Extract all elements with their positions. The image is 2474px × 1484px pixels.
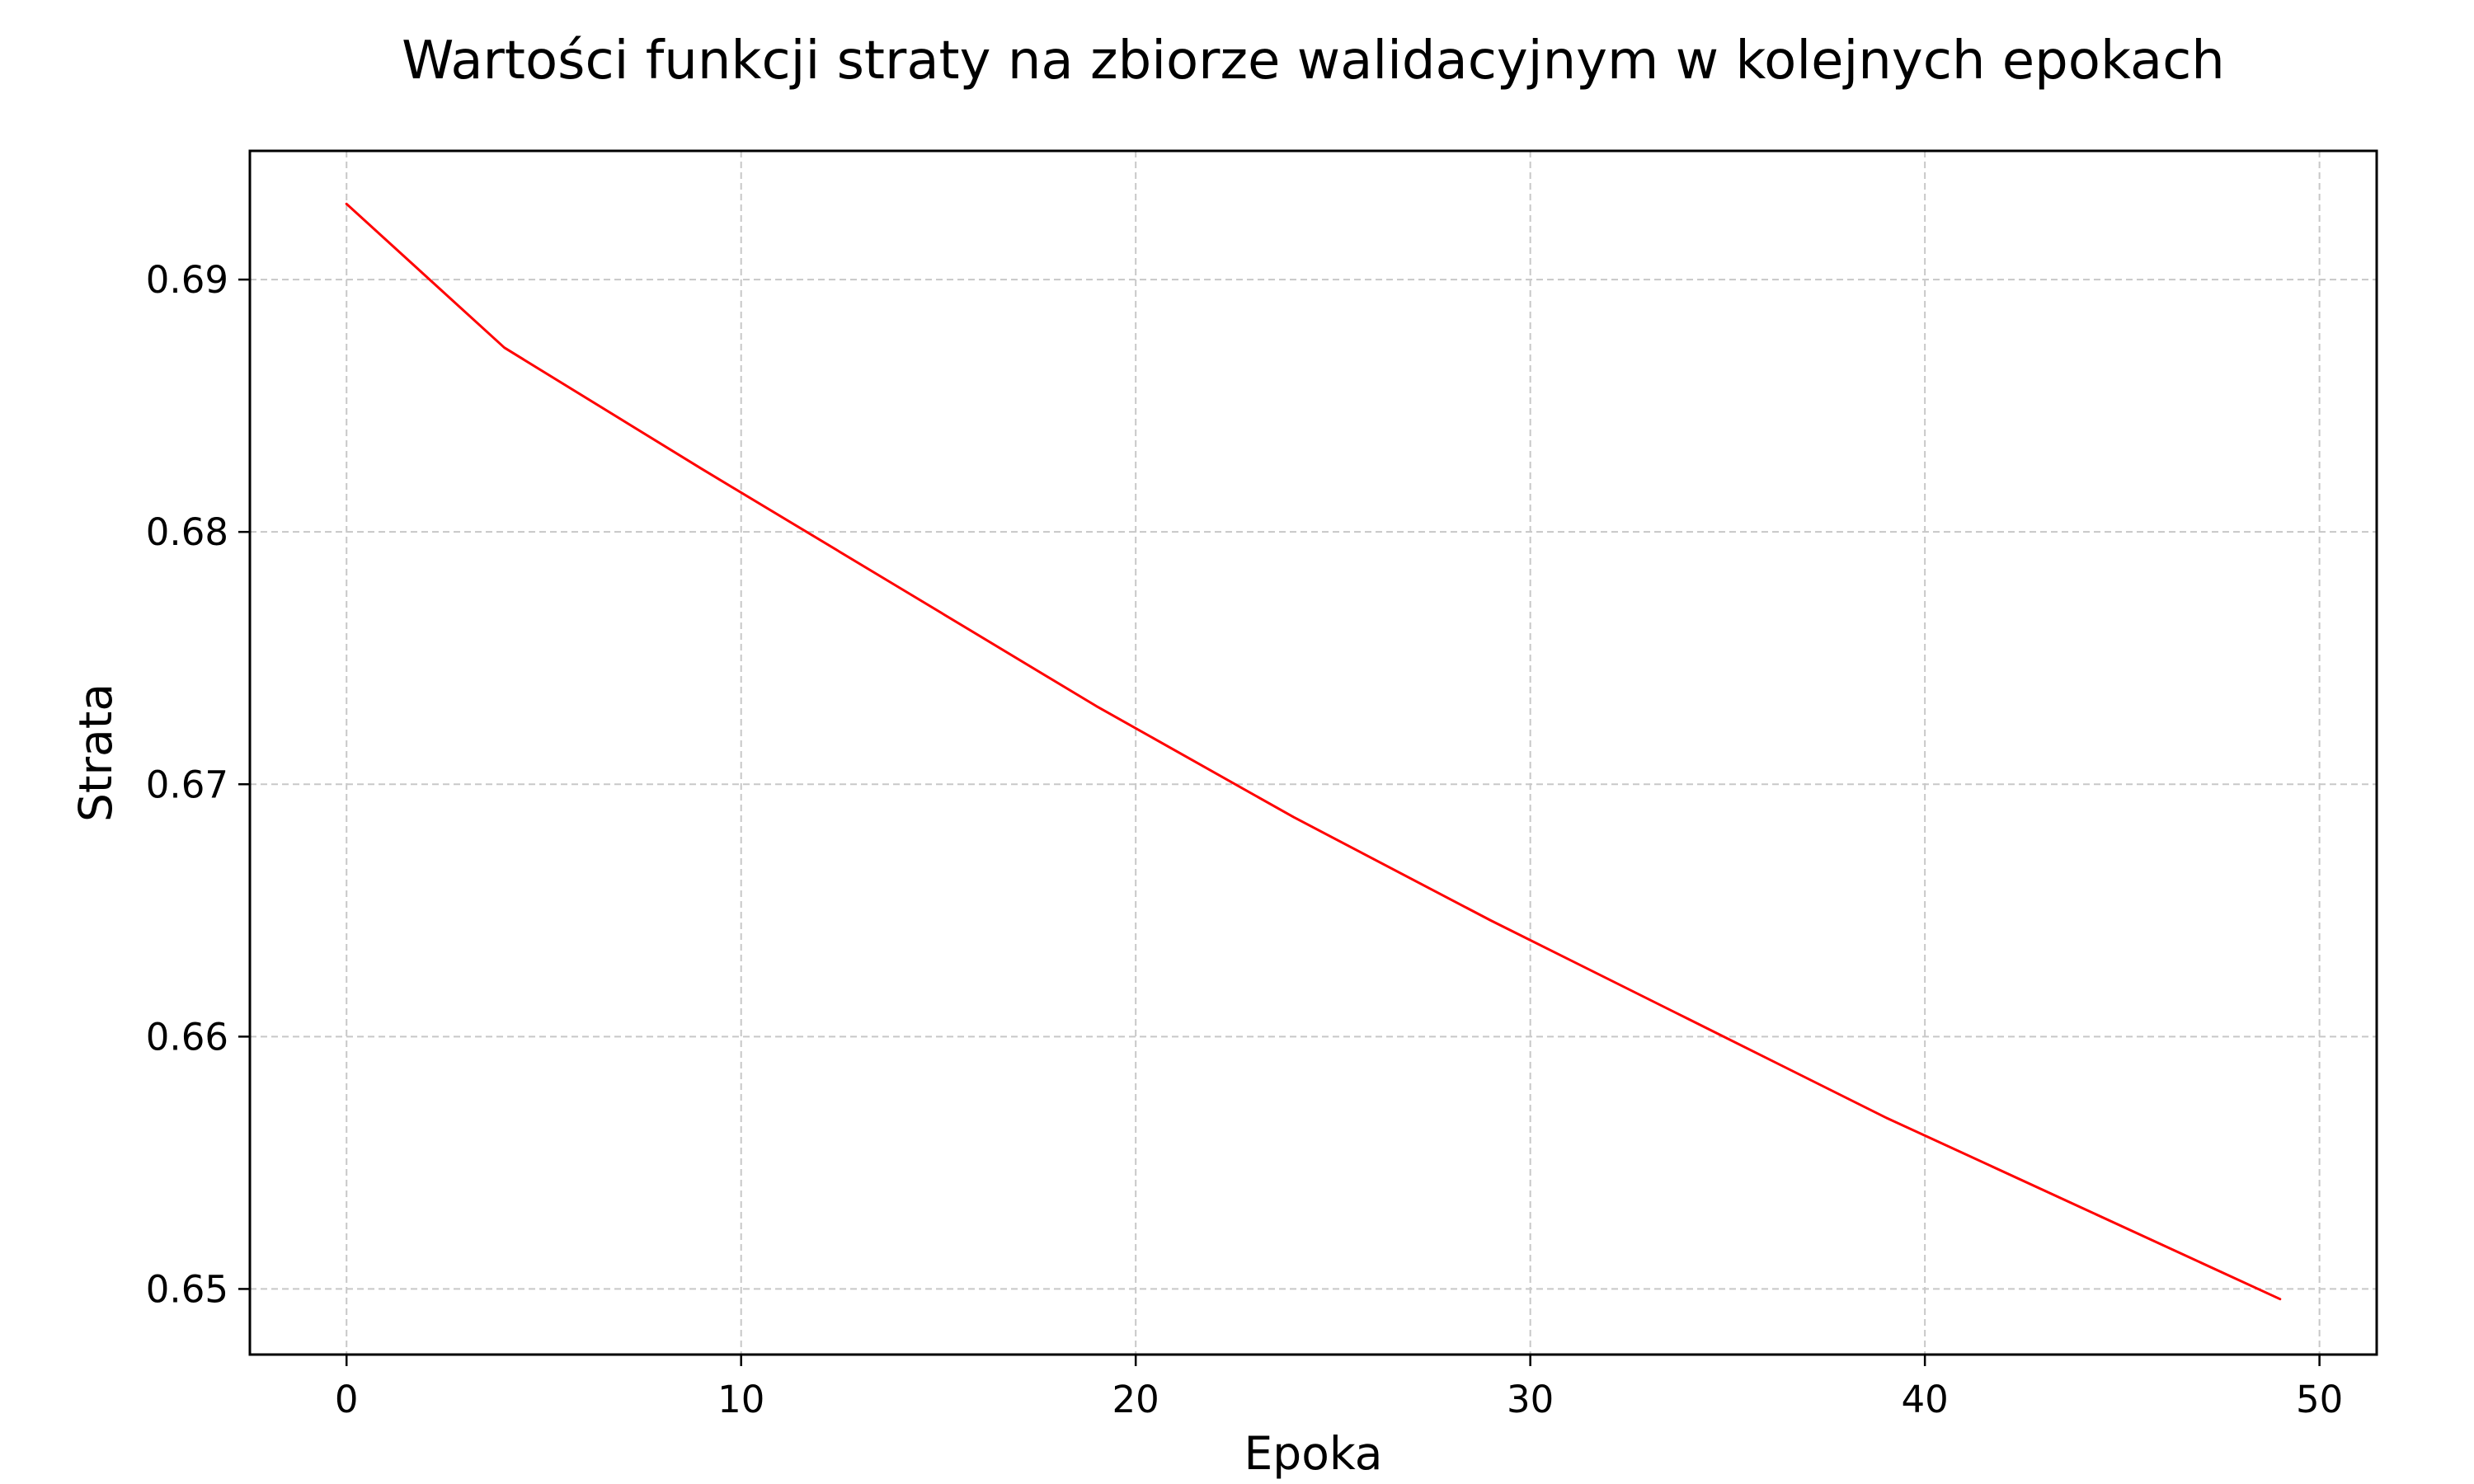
y-tick-label: 0.68	[146, 510, 228, 554]
y-tick-label: 0.69	[146, 258, 228, 302]
grid	[250, 151, 2377, 1355]
x-tick-label: 40	[1902, 1378, 1949, 1421]
x-axis-ticks: 0 10 20 30 40 50	[335, 1355, 2343, 1421]
series-line	[345, 202, 2282, 1301]
x-tick-label: 50	[2296, 1378, 2343, 1421]
chart-title: Wartości funkcji straty na zbiorze walid…	[402, 31, 2225, 92]
y-tick-label: 0.65	[146, 1267, 228, 1311]
y-axis-ticks: 0.65 0.66 0.67 0.68 0.69	[146, 258, 250, 1311]
plot-frame	[248, 149, 2378, 1356]
x-axis-label: Epoka	[1244, 1427, 1383, 1480]
y-tick-label: 0.66	[146, 1015, 228, 1059]
x-tick-label: 20	[1112, 1378, 1159, 1421]
x-tick-label: 0	[335, 1378, 359, 1421]
x-tick-label: 30	[1507, 1378, 1554, 1421]
y-axis-label: Strata	[69, 683, 122, 822]
y-tick-label: 0.67	[146, 763, 228, 806]
series-layer	[345, 202, 2282, 1301]
x-tick-label: 10	[717, 1378, 764, 1421]
